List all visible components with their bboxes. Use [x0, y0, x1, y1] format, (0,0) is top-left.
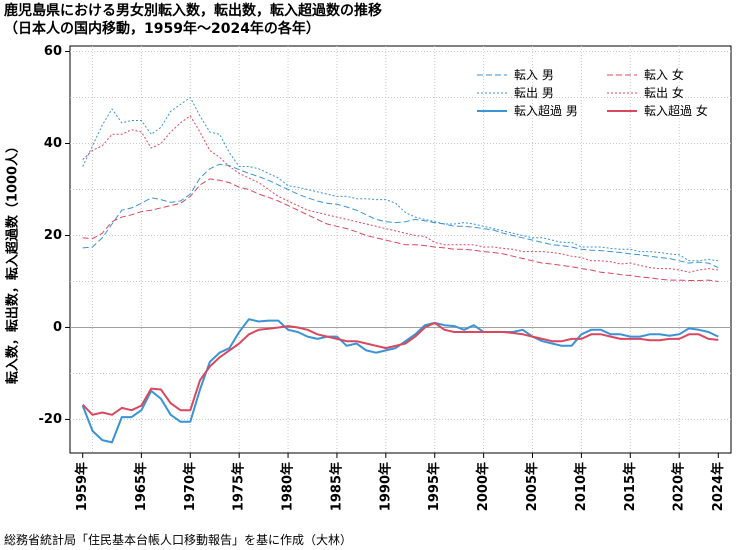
y-tick-label: 60	[44, 44, 62, 59]
legend-label-2: 転入超過 男	[514, 103, 578, 118]
x-tick-label: 2010年	[573, 462, 589, 511]
chart-title: 鹿児島県における男女別転入数，転出数，転入超過数の推移 （日本人の国内移動，19…	[4, 2, 382, 38]
legend-label-4: 転出 女	[644, 85, 684, 100]
y-tick-label: 0	[53, 320, 62, 335]
plot-frame	[69, 45, 732, 454]
x-tick-label: 1975年	[231, 462, 247, 511]
title-line-2: （日本人の国内移動，1959年～2024年の各年）	[4, 21, 320, 37]
x-tick-label: 1959年	[74, 462, 90, 511]
legend-label-5: 転入超過 女	[644, 103, 708, 118]
y-axis-label: 転入数，転出数，転入超過数（1000人）	[5, 140, 21, 384]
x-tick-label: 1965年	[133, 462, 149, 511]
legend-label-1: 転出 男	[514, 86, 554, 100]
series-line-2	[81, 318, 719, 444]
x-tick-label: 1980年	[280, 462, 296, 511]
x-tick-label: 2024年	[710, 462, 726, 511]
grid-lines	[70, 46, 731, 453]
x-tick-label: 2000年	[475, 462, 491, 511]
x-tick-label: 1985年	[328, 462, 344, 511]
title-line-1: 鹿児島県における男女別転入数，転出数，転入超過数の推移	[4, 3, 382, 19]
series-line-3	[82, 178, 719, 282]
legend-label-0: 転入 男	[514, 68, 554, 82]
x-tick-label: 1995年	[426, 462, 442, 511]
series-line-1	[82, 97, 719, 262]
y-tick-label: -20	[39, 412, 63, 427]
legend-label-3: 転入 女	[644, 67, 684, 82]
series-line-5	[81, 321, 719, 416]
x-axis: 1959年 1965年 1970年 1975年 1980年 1985年 1990年 1995年…	[74, 453, 726, 511]
y-tick-label: 20	[44, 228, 62, 243]
x-tick-label: 2015年	[622, 462, 638, 511]
y-axis: -20 0 20 40 60	[39, 44, 70, 427]
series-line-0	[82, 163, 719, 269]
series-lines	[81, 97, 719, 444]
y-tick-label: 40	[44, 136, 62, 151]
x-tick-label: 1990年	[377, 462, 393, 511]
x-tick-label: 2020年	[671, 462, 687, 511]
source-note: 総務省統計局「住民基本台帳人口移動報告」を基に作成（大林）	[4, 533, 353, 547]
x-tick-label: 1970年	[182, 462, 198, 511]
x-tick-label: 2005年	[524, 462, 540, 511]
